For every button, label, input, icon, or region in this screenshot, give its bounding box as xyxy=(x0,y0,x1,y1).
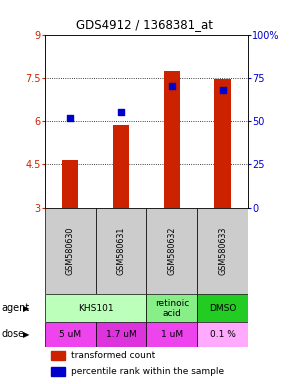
Text: GSM580633: GSM580633 xyxy=(218,227,227,275)
Point xyxy=(119,109,124,116)
Bar xyxy=(51,351,65,360)
Text: ▶: ▶ xyxy=(23,330,30,339)
Bar xyxy=(197,294,248,322)
Bar xyxy=(113,126,129,208)
Point xyxy=(169,83,174,89)
Text: 1 uM: 1 uM xyxy=(161,330,183,339)
Text: GDS4912 / 1368381_at: GDS4912 / 1368381_at xyxy=(77,18,213,31)
Text: transformed count: transformed count xyxy=(71,351,156,360)
Text: dose: dose xyxy=(1,329,24,339)
Text: 0.1 %: 0.1 % xyxy=(210,330,235,339)
Bar xyxy=(146,294,197,322)
Bar xyxy=(146,208,197,294)
Bar xyxy=(45,294,146,322)
Bar xyxy=(164,71,180,208)
Bar xyxy=(96,322,146,347)
Bar xyxy=(62,160,78,208)
Bar xyxy=(197,322,248,347)
Text: ▶: ▶ xyxy=(23,304,30,313)
Bar xyxy=(197,208,248,294)
Bar xyxy=(51,367,65,376)
Text: GSM580630: GSM580630 xyxy=(66,227,75,275)
Text: percentile rank within the sample: percentile rank within the sample xyxy=(71,367,224,376)
Text: agent: agent xyxy=(1,303,29,313)
Bar xyxy=(45,322,96,347)
Text: 5 uM: 5 uM xyxy=(59,330,81,339)
Point xyxy=(68,114,72,121)
Bar xyxy=(45,208,96,294)
Text: GSM580631: GSM580631 xyxy=(117,227,126,275)
Text: KHS101: KHS101 xyxy=(78,304,113,313)
Text: DMSO: DMSO xyxy=(209,304,236,313)
Bar xyxy=(214,79,231,208)
Text: GSM580632: GSM580632 xyxy=(167,227,176,275)
Point xyxy=(220,87,225,93)
Bar xyxy=(146,322,197,347)
Text: 1.7 uM: 1.7 uM xyxy=(106,330,137,339)
Text: retinoic
acid: retinoic acid xyxy=(155,299,189,318)
Bar xyxy=(96,208,146,294)
